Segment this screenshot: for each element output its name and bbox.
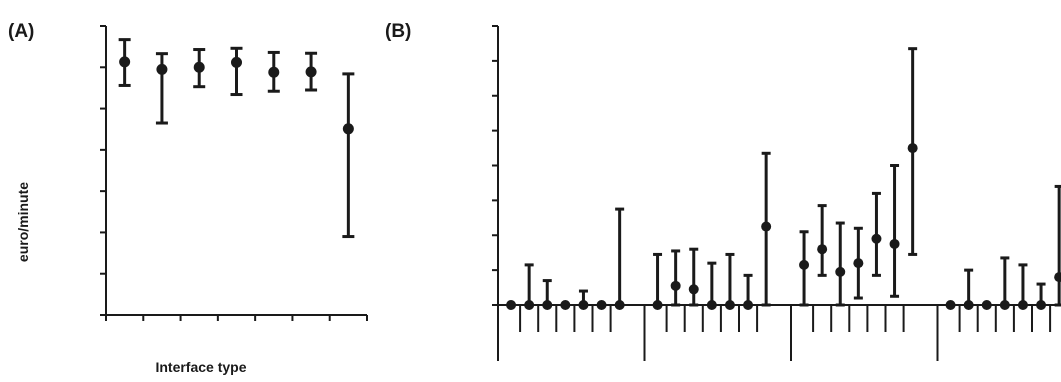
panel-b-data-point	[688, 284, 699, 295]
panel-b-data-point	[560, 300, 571, 310]
panel-b-data-point	[670, 280, 681, 291]
panel-b-data-point	[799, 259, 810, 270]
panel-b-data-point	[652, 300, 663, 310]
panel-b-data-point	[524, 300, 535, 310]
panel-b-data-point	[614, 300, 625, 310]
panel-b-data-point	[596, 300, 607, 310]
panel-b-data-point	[835, 266, 846, 277]
panel-b-data-point	[817, 244, 828, 255]
panel-b-data-point	[542, 300, 553, 310]
panel-a-data-point	[268, 66, 280, 78]
panel-a-data-point	[156, 63, 168, 75]
panel-b-data-point	[1036, 300, 1047, 310]
panel-b-data-point	[1054, 272, 1061, 283]
panel-b: (B)	[385, 21, 1061, 361]
panel-b-data-point	[743, 300, 754, 310]
panel-b-data-point	[981, 300, 992, 310]
panel-a-y-axis-title: euro/minute	[15, 182, 31, 262]
panel-b-data-point	[1017, 300, 1028, 310]
panel-b-data-point	[578, 300, 589, 310]
panel-b-data-point	[506, 300, 517, 310]
panel-b-data-point	[907, 143, 918, 154]
panel-b-data-point	[889, 238, 900, 249]
panel-b-data-point	[999, 300, 1010, 310]
panel-b-data-point	[761, 221, 772, 232]
panel-a-data-point	[305, 66, 317, 78]
panel-b-data-point	[724, 300, 735, 310]
panel-a-data-point	[193, 61, 205, 73]
panel-a-x-axis-title: Interface type	[155, 359, 246, 375]
panel-b-data-point	[945, 300, 956, 310]
panel-a-data-point	[342, 123, 354, 135]
panel-a-data-point	[119, 56, 131, 68]
panel-a: (A) euro/minute Interface type	[8, 21, 368, 375]
panel-b-data-point	[853, 258, 864, 269]
panel-b-data-point	[871, 233, 882, 244]
panel-b-data-point	[706, 300, 717, 310]
panel-b-data-point	[963, 300, 974, 310]
panel-a-label: (A)	[8, 21, 34, 42]
panel-a-data-point	[231, 56, 242, 68]
panel-b-label: (B)	[385, 21, 411, 42]
